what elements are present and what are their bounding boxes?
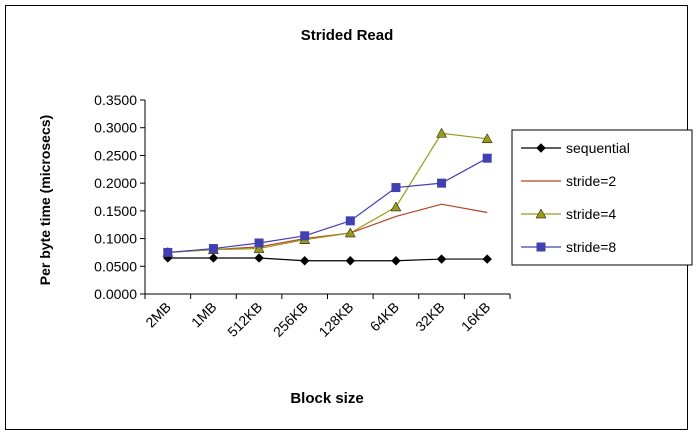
legend-label: stride=8 [566,239,616,255]
y-tick-label: 0.1000 [94,231,137,247]
y-tick-label: 0.3500 [94,92,137,108]
data-point [482,153,492,163]
legend: sequential stride=2 stride=4 stride=8 [511,129,693,266]
x-tick-label: 2MB [142,299,174,331]
legend-item: sequential [521,140,630,156]
series-stride-8 [163,153,492,257]
data-point [535,208,547,219]
series-layer [162,127,493,266]
chart-title: Strided Read [301,27,394,44]
data-point [253,243,265,253]
data-point [344,227,356,238]
series-stride-4 [162,127,493,257]
series-line [167,157,488,254]
data-point [254,253,264,263]
legend-label: sequential [566,140,630,156]
x-tick-label: 512KB [224,299,265,340]
x-tick-label: 1MB [188,299,220,331]
data-point [300,231,310,241]
legend-label: stride=2 [566,173,616,189]
data-point [254,238,264,248]
y-tick-label: 0.0000 [94,286,137,302]
x-tick-label: 16KB [458,299,494,335]
x-tick-label: 64KB [367,299,403,335]
y-tick-label: 0.1500 [94,203,137,219]
data-point [437,178,447,188]
x-axis-ticks: 2MB 1MB 512KB 256KB 128KB 64KB 32KB 16KB [142,294,511,340]
y-tick-label: 0.3000 [94,120,137,136]
data-point [391,256,401,266]
x-tick-label: 32KB [412,299,448,335]
data-point [391,183,401,193]
series-line [167,132,488,254]
y-tick-label: 0.2500 [94,147,137,163]
data-point [208,253,219,263]
axes [144,100,510,295]
legend-item: stride=2 [521,173,616,189]
data-point [163,247,173,257]
y-tick-label: 0.0500 [94,258,137,274]
x-axis-label: Block size [290,390,363,407]
data-point [436,254,447,264]
y-tick-label: 0.2000 [94,175,137,191]
data-point [481,133,493,144]
y-axis-ticks: 0.0000 0.0500 0.1000 0.1500 0.2000 0.2500 0.30… [94,92,145,302]
data-point [482,254,492,264]
data-point [436,127,447,138]
x-tick-label: 128KB [315,299,356,340]
series-line [167,257,488,262]
legend-item: stride=8 [521,239,616,255]
data-point [299,256,310,266]
legend-item: stride=4 [521,206,616,222]
x-tick-label: 256KB [270,299,311,340]
data-point [390,201,402,212]
series-sequential [163,253,492,266]
data-point [345,256,356,266]
data-point [345,216,355,226]
data-point [208,244,218,254]
legend-label: stride=4 [566,206,616,222]
data-point [536,143,546,153]
y-axis-label: Per byte time (microsecs) [37,115,53,285]
data-point [536,242,546,252]
